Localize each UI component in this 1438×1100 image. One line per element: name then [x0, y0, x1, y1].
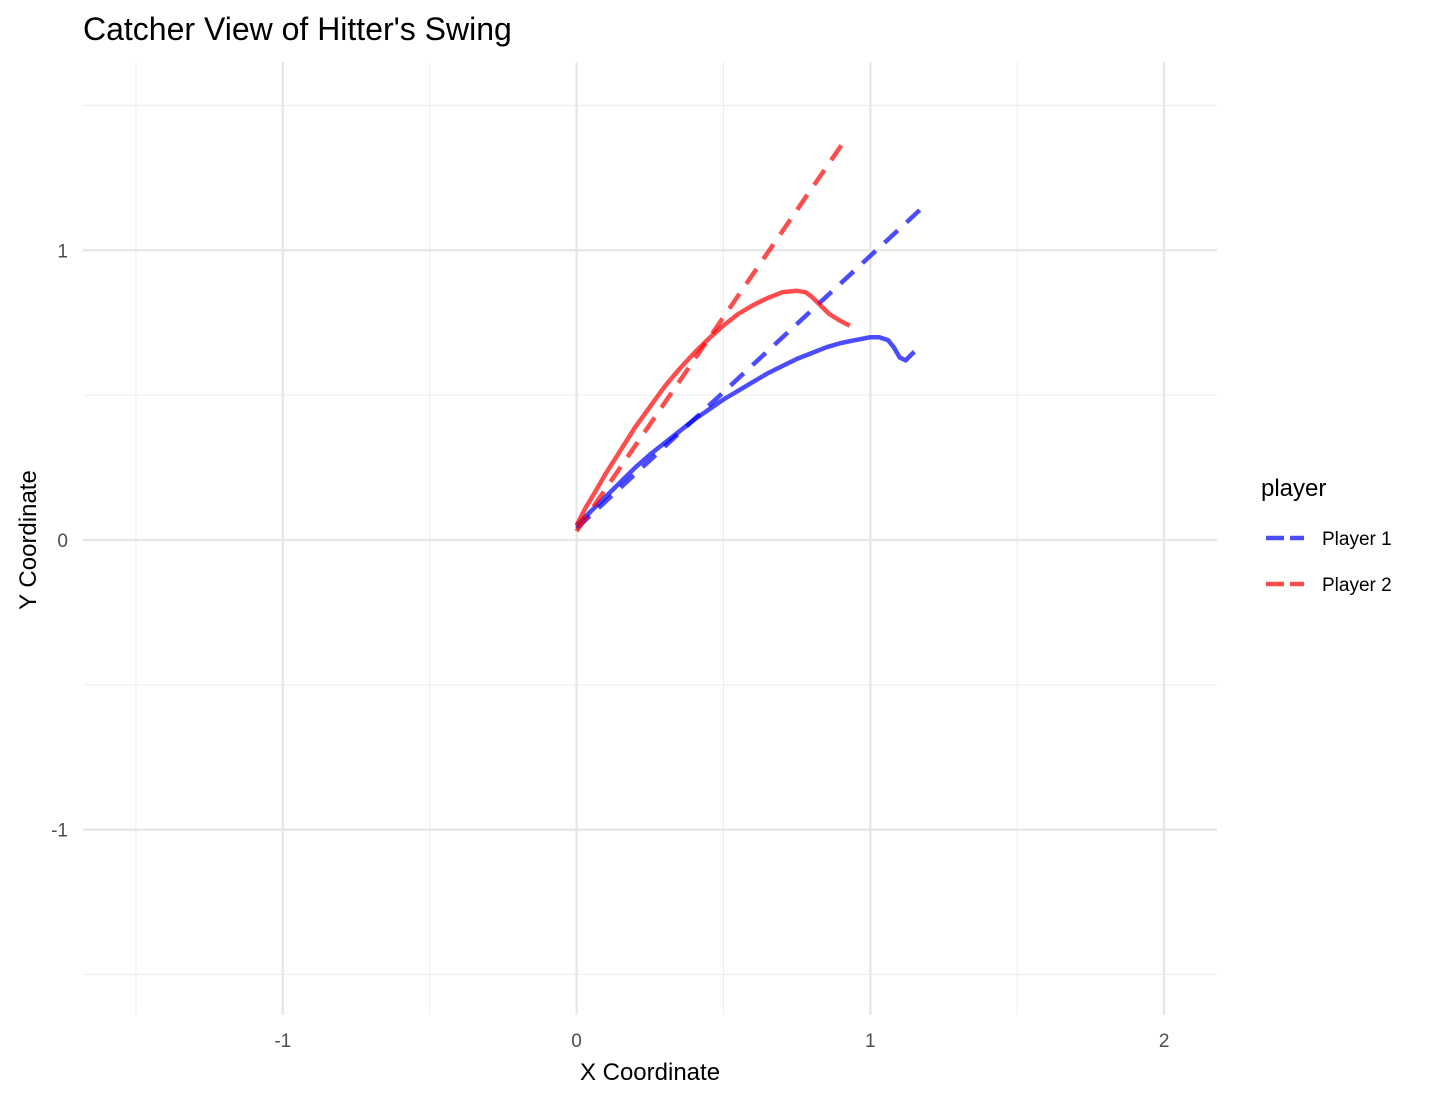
legend-entries: Player 1 Player 2: [1266, 529, 1392, 596]
legend-label-player-2: Player 2: [1322, 575, 1392, 596]
x-tick-label: 0: [571, 1031, 582, 1052]
player-2-trend-line: [574, 136, 849, 533]
x-tick-label: 2: [1159, 1031, 1170, 1052]
x-axis-title: X Coordinate: [580, 1059, 720, 1086]
series-layer: [574, 136, 925, 533]
x-tick-label: -1: [274, 1031, 291, 1052]
player-1-swing-path: [575, 334, 916, 528]
player-1-trend-line: [575, 205, 925, 531]
y-tick-label: -1: [51, 821, 68, 842]
chart-title: Catcher View of Hitter's Swing: [83, 11, 512, 47]
minor-gridlines: [83, 62, 1217, 1015]
y-tick-label: 0: [57, 531, 68, 552]
legend-title: player: [1261, 475, 1326, 502]
legend-label-player-1: Player 1: [1322, 529, 1392, 550]
major-gridlines: [83, 62, 1217, 1015]
y-axis-title: Y Coordinate: [15, 470, 42, 610]
y-tick-label: 1: [57, 241, 68, 262]
y-tick-labels: -1 0 1: [51, 241, 68, 841]
x-tick-labels: -1 0 1 2: [274, 1031, 1169, 1052]
x-tick-label: 1: [865, 1031, 876, 1052]
player-2-swing-path: [574, 288, 851, 527]
legend: player Player 1 Player 2: [1261, 475, 1392, 596]
